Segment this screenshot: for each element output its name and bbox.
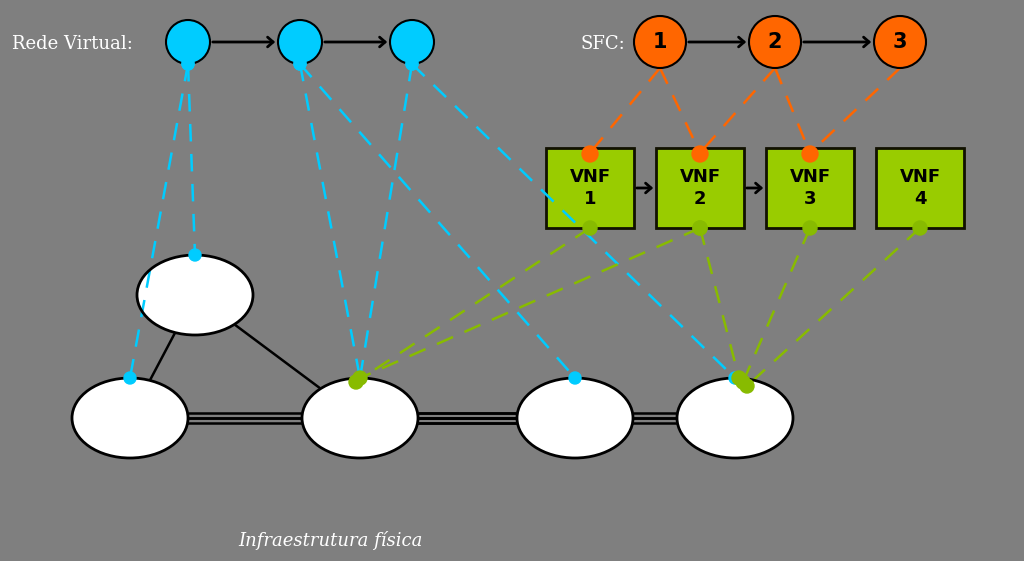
Circle shape: [354, 372, 366, 384]
Circle shape: [732, 371, 746, 385]
FancyBboxPatch shape: [876, 148, 964, 228]
Text: VNF
2: VNF 2: [680, 168, 721, 208]
Ellipse shape: [517, 378, 633, 458]
Circle shape: [189, 249, 201, 261]
Circle shape: [736, 375, 750, 389]
Ellipse shape: [677, 378, 793, 458]
Text: Infraestrutura física: Infraestrutura física: [238, 531, 422, 550]
Text: 3: 3: [893, 32, 907, 52]
Text: VNF
3: VNF 3: [790, 168, 830, 208]
Circle shape: [406, 58, 418, 70]
Text: VNF
4: VNF 4: [899, 168, 941, 208]
Circle shape: [354, 372, 366, 384]
Ellipse shape: [72, 378, 188, 458]
Circle shape: [294, 58, 306, 70]
Circle shape: [390, 20, 434, 64]
Circle shape: [693, 221, 707, 235]
Circle shape: [406, 58, 418, 70]
Circle shape: [569, 372, 581, 384]
FancyBboxPatch shape: [546, 148, 634, 228]
Text: 2: 2: [768, 32, 782, 52]
Text: SFC:: SFC:: [580, 35, 625, 53]
Circle shape: [802, 146, 818, 162]
Circle shape: [803, 221, 817, 235]
Circle shape: [749, 16, 801, 68]
Circle shape: [353, 371, 367, 385]
Text: Rede Virtual:: Rede Virtual:: [12, 35, 133, 53]
Circle shape: [349, 375, 362, 389]
Ellipse shape: [137, 255, 253, 335]
Circle shape: [913, 221, 927, 235]
Circle shape: [582, 146, 598, 162]
Text: 1: 1: [652, 32, 668, 52]
Circle shape: [692, 146, 708, 162]
Circle shape: [740, 379, 754, 393]
Text: VNF
1: VNF 1: [569, 168, 610, 208]
Circle shape: [124, 372, 136, 384]
Circle shape: [693, 221, 707, 235]
Circle shape: [583, 221, 597, 235]
Circle shape: [278, 20, 322, 64]
Circle shape: [634, 16, 686, 68]
FancyBboxPatch shape: [656, 148, 744, 228]
Circle shape: [182, 58, 194, 70]
Circle shape: [729, 372, 741, 384]
Circle shape: [874, 16, 926, 68]
Circle shape: [166, 20, 210, 64]
Circle shape: [182, 58, 194, 70]
Ellipse shape: [302, 378, 418, 458]
Circle shape: [294, 58, 306, 70]
FancyBboxPatch shape: [766, 148, 854, 228]
